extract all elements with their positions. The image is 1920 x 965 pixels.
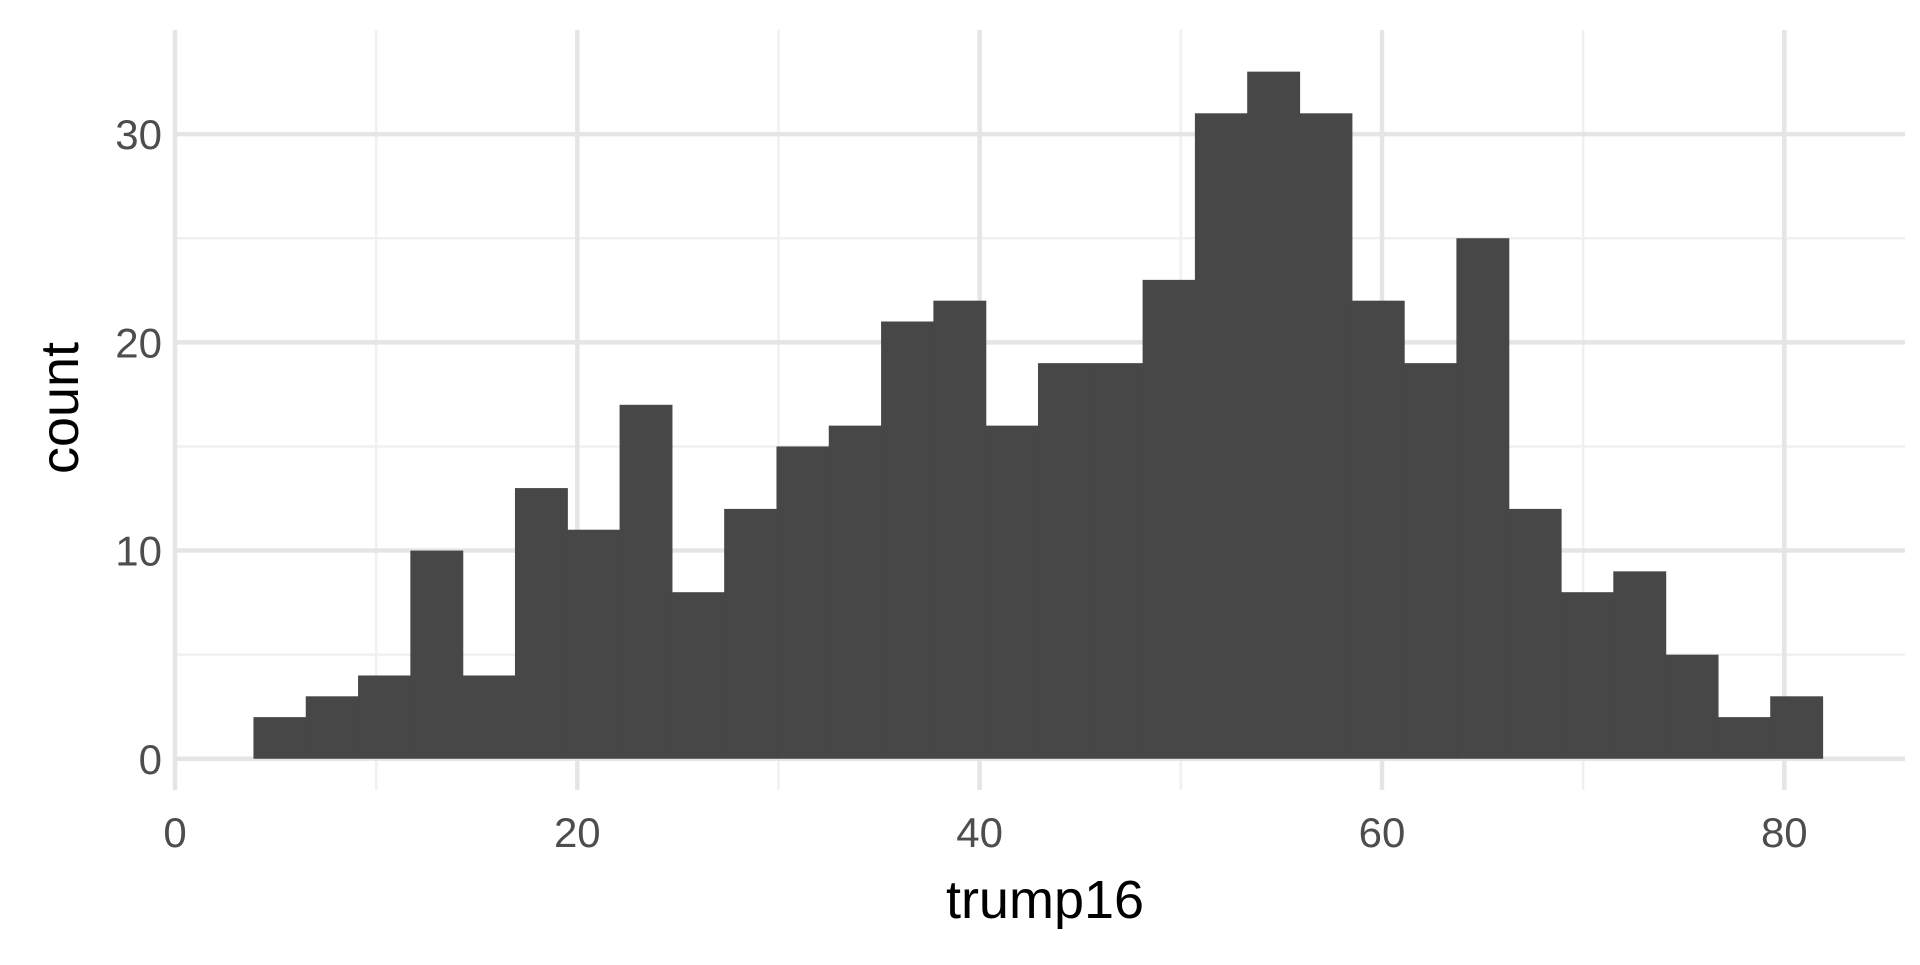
histogram-bar (1613, 571, 1667, 759)
histogram-bar (1351, 300, 1405, 759)
histogram-bar (1247, 71, 1301, 759)
histogram-bar (253, 717, 307, 759)
x-tick-label: 0 (163, 809, 186, 856)
histogram-bar (305, 696, 359, 759)
histogram-bar (671, 592, 725, 759)
histogram-bar (1090, 363, 1144, 759)
histogram-bar (1194, 113, 1248, 759)
histogram-bar (567, 529, 621, 759)
histogram-bar (881, 321, 934, 759)
y-tick-label: 30 (115, 111, 162, 158)
histogram-bar (1665, 654, 1719, 759)
histogram-bar (985, 425, 1039, 759)
x-tick-label: 20 (554, 809, 601, 856)
histogram-bar (724, 508, 778, 759)
histogram-bar (1456, 238, 1510, 759)
histogram-bar (410, 550, 464, 759)
y-tick-labels: 0 10 20 30 (115, 111, 162, 783)
bars (253, 71, 1824, 759)
histogram-bar (776, 446, 830, 759)
y-tick-label: 20 (115, 319, 162, 366)
histogram-bar (1299, 113, 1353, 759)
y-axis-title: count (30, 342, 90, 474)
x-axis-title: trump16 (946, 870, 1144, 930)
histogram-bar (462, 675, 516, 759)
x-tick-label: 60 (1359, 809, 1406, 856)
y-tick-label: 0 (139, 736, 162, 783)
histogram-bar (1404, 363, 1458, 759)
histogram-bar (1508, 508, 1562, 759)
x-tick-label: 40 (956, 809, 1003, 856)
histogram-bar (1561, 592, 1614, 759)
x-tick-label: 80 (1761, 809, 1808, 856)
histogram-bar (1142, 279, 1196, 759)
histogram-bar (828, 425, 882, 759)
histogram-bar (1037, 363, 1091, 759)
histogram-bar (1770, 696, 1824, 759)
histogram-bar (1717, 717, 1771, 759)
histogram-bar (933, 300, 987, 759)
x-tick-labels: 0 20 40 60 80 (163, 809, 1807, 856)
y-tick-label: 10 (115, 528, 162, 575)
histogram-bar (619, 404, 673, 759)
histogram-bar (514, 488, 568, 759)
histogram-bar (358, 675, 411, 759)
